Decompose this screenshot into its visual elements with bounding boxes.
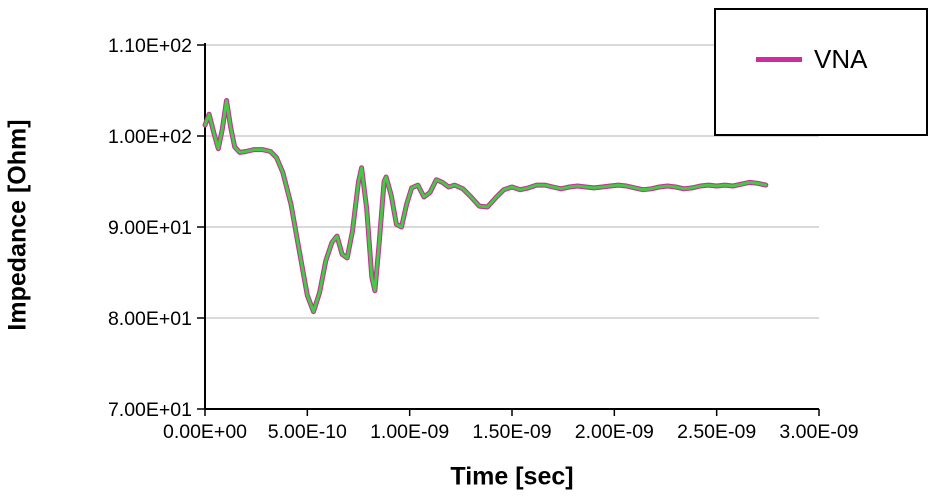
x-axis-title: Time [sec] [450, 462, 574, 491]
x-tick-label: 5.00E-10 [268, 421, 347, 443]
series-line-green [203, 99, 768, 313]
x-tick-label: 2.50E-09 [677, 421, 756, 443]
y-tick-label: 1.00E+02 [108, 126, 192, 148]
legend-item-vna: VNA [756, 44, 926, 75]
axes [197, 43, 820, 416]
y-tick-label: 7.00E+01 [108, 399, 192, 421]
y-tick-label: 1.10E+02 [108, 35, 192, 57]
legend-label-vna: VNA [814, 44, 868, 74]
x-tick-label: 1.50E-09 [472, 421, 551, 443]
y-tick-label: 9.00E+01 [108, 217, 192, 239]
x-tick-label: 3.00E-09 [779, 421, 858, 443]
legend: VNA [714, 8, 928, 136]
x-tick-label: 2.00E-09 [575, 421, 654, 443]
x-tick-label: 1.00E-09 [370, 421, 449, 443]
y-axis-title: Impedance [Ohm] [3, 119, 32, 331]
tick-labels: 7.00E+01 8.00E+01 9.00E+01 1.00E+02 1.10E+02… [108, 35, 859, 443]
vna-line-swatch [756, 57, 802, 62]
y-tick-label: 8.00E+01 [108, 308, 192, 330]
series-lines [202, 98, 769, 315]
x-tick-label: 0.00E+00 [163, 421, 247, 443]
